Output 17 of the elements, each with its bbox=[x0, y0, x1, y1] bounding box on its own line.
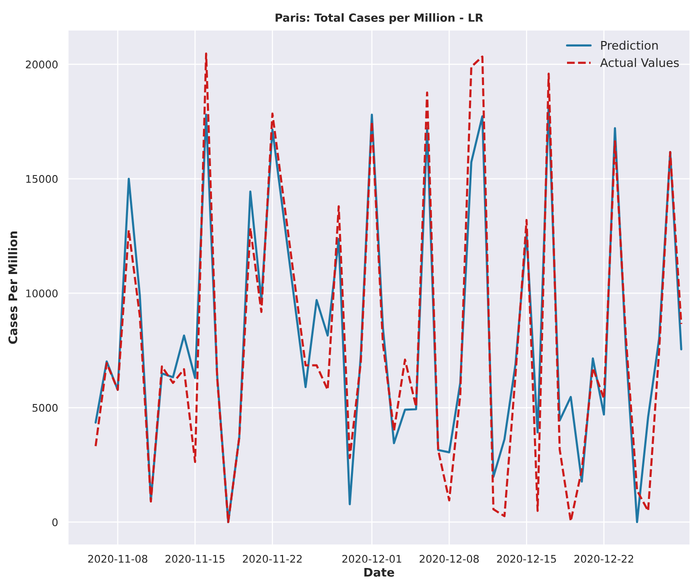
y-tick-label: 0 bbox=[52, 518, 58, 526]
x-tick-label: 2020-11-22 bbox=[242, 554, 302, 563]
y-tick-label: 15000 bbox=[26, 175, 58, 183]
legend-label: Prediction bbox=[601, 40, 658, 50]
x-tick-label: 2020-11-08 bbox=[88, 554, 148, 563]
x-tick-label: 2020-12-01 bbox=[342, 554, 402, 563]
y-tick-label: 10000 bbox=[26, 289, 58, 298]
y-tick-label: 20000 bbox=[26, 60, 58, 68]
x-tick-label: 2020-12-08 bbox=[420, 554, 479, 563]
y-axis-title: Cases Per Million bbox=[8, 232, 18, 344]
legend-label: Actual Values bbox=[600, 58, 679, 68]
x-tick-label: 2020-11-15 bbox=[166, 554, 224, 563]
x-tick-label: 2020-12-22 bbox=[574, 554, 634, 563]
x-tick-label: 2020-12-15 bbox=[497, 554, 556, 563]
x-axis-title: Date bbox=[364, 568, 394, 577]
chart-title: Paris: Total Cases per Million - LR bbox=[276, 13, 484, 24]
y-tick-label: 5000 bbox=[32, 404, 58, 412]
